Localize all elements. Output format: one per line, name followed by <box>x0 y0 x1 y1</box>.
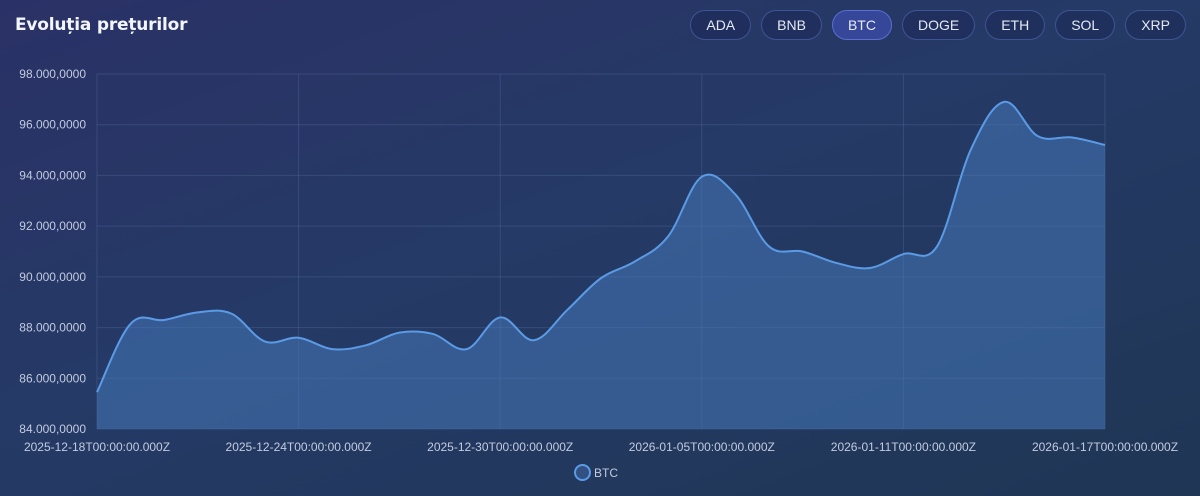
tab-xrp[interactable]: XRP <box>1125 10 1186 40</box>
header: Evoluția prețurilor ADA BNB BTC DOGE ETH… <box>0 0 1200 52</box>
coin-tabs: ADA BNB BTC DOGE ETH SOL XRP <box>690 10 1186 40</box>
x-tick-label: 2025-12-18T00:00:00.000Z <box>24 440 170 454</box>
x-tick-label: 2026-01-05T00:00:00.000Z <box>629 440 775 454</box>
y-tick-label: 98.000,0000 <box>19 67 86 81</box>
x-tick-label: 2025-12-30T00:00:00.000Z <box>427 440 573 454</box>
y-tick-label: 96.000,0000 <box>19 118 86 132</box>
x-tick-label: 2026-01-11T00:00:00.000Z <box>831 440 976 454</box>
y-tick-label: 86.000,0000 <box>19 371 86 385</box>
btc-area-fill <box>97 101 1105 430</box>
y-tick-label: 88.000,0000 <box>19 321 86 335</box>
legend-circle-icon <box>574 464 591 481</box>
x-tick-label: 2025-12-24T00:00:00.000Z <box>226 440 372 454</box>
x-axis: 2025-12-18T00:00:00.000Z 2025-12-24T00:00… <box>24 440 1178 454</box>
page-title: Evoluția prețurilor <box>15 15 188 35</box>
tab-sol[interactable]: SOL <box>1055 10 1116 40</box>
tab-ada[interactable]: ADA <box>690 10 752 40</box>
y-tick-label: 84.000,0000 <box>19 422 86 436</box>
tab-bnb[interactable]: BNB <box>761 10 822 40</box>
btc-line[interactable] <box>96 100 1106 393</box>
y-axis: 84.000,0000 86.000,0000 88.000,0000 90.000,… <box>19 67 86 436</box>
x-tick-label: 2026-01-17T00:00:00.000Z <box>1032 440 1178 454</box>
y-tick-label: 90.000,0000 <box>19 270 86 284</box>
y-tick-label: 92.000,0000 <box>19 219 86 233</box>
tab-doge[interactable]: DOGE <box>901 10 976 40</box>
y-tick-label: 94.000,0000 <box>19 168 86 182</box>
tab-eth[interactable]: ETH <box>985 10 1046 40</box>
legend-item-btc[interactable]: BTC <box>574 464 618 481</box>
legend-label: BTC <box>594 465 618 480</box>
tab-btc[interactable]: BTC <box>831 10 892 40</box>
